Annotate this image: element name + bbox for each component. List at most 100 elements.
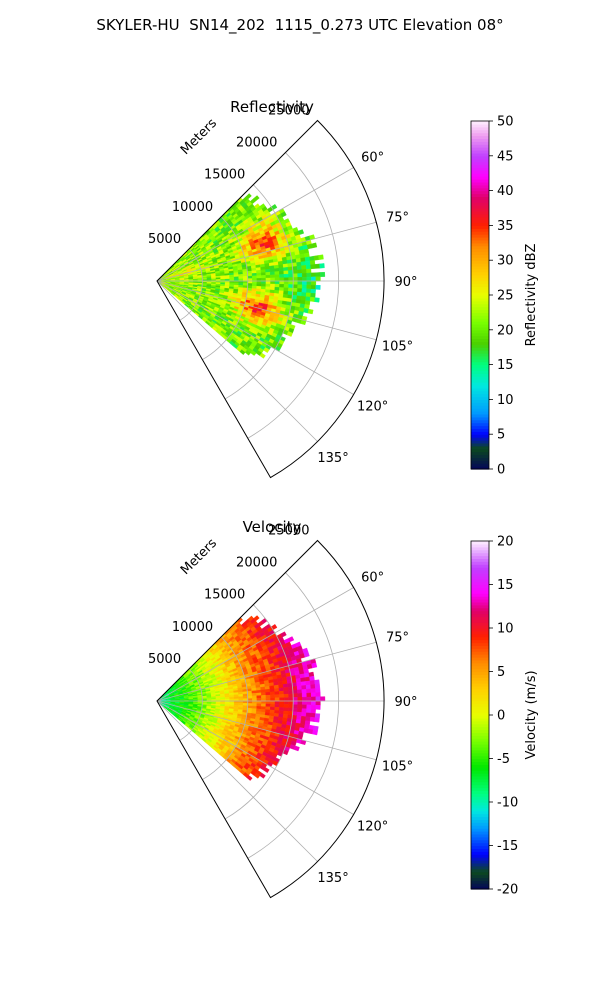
radar-cell xyxy=(238,273,244,277)
figure-title: SKYLER-HU SN14_202 1115_0.273 UTC Elevat… xyxy=(96,16,504,34)
radar-cell xyxy=(229,696,235,700)
radar-cell xyxy=(310,704,317,710)
radar-cell xyxy=(315,692,321,698)
radar-cell xyxy=(314,297,320,303)
radar-cell xyxy=(283,700,289,705)
colorbar-swatch xyxy=(471,263,489,267)
radar-cell xyxy=(315,700,321,706)
radar-cell xyxy=(301,272,308,278)
range-ring xyxy=(224,184,294,400)
range-tick-label: 15000 xyxy=(204,588,245,603)
colorbar-swatch xyxy=(471,141,489,145)
radar-cell xyxy=(279,703,285,708)
colorbar-swatch xyxy=(471,126,489,131)
radar-cell xyxy=(288,280,294,285)
colorbar: 0 5 10 15 20 25 30 35 40 45 50 Reflectivity dBZ xyxy=(470,115,539,478)
radar-cell xyxy=(278,287,285,292)
radar-cell xyxy=(274,700,280,705)
radar-cell xyxy=(301,712,307,717)
radar-cell xyxy=(261,697,267,702)
colorbar-tick-label: -20 xyxy=(497,883,518,898)
azimuth-tick-label: 60° xyxy=(361,571,384,586)
colorbar-swatch xyxy=(471,268,489,273)
colorbar-swatch xyxy=(471,428,489,432)
radar-cell xyxy=(310,288,316,294)
radar-cell xyxy=(233,696,239,700)
colorbar-tick-label: 20 xyxy=(497,323,514,338)
radar-cell xyxy=(301,288,307,294)
colorbar-swatch xyxy=(471,422,489,427)
radar-cell xyxy=(310,284,317,290)
range-tick-label: 5000 xyxy=(148,232,181,247)
radar-cell xyxy=(270,703,276,708)
radar-cell xyxy=(239,349,246,355)
radar-cell xyxy=(314,683,321,689)
radar-cell xyxy=(287,686,294,691)
colorbar-swatch xyxy=(471,390,489,395)
radar-cell xyxy=(270,277,276,282)
radar-cell xyxy=(297,696,303,702)
radar-cell xyxy=(293,700,298,705)
radar-cell xyxy=(251,272,257,277)
colorbar: -20 -15 -10 -5 0 5 10 15 20 Velocity (m/s) xyxy=(470,535,539,898)
radar-cell xyxy=(279,277,285,282)
radar-cell xyxy=(274,691,280,696)
radar-cell xyxy=(270,700,276,705)
colorbar-swatch xyxy=(471,541,489,545)
colorbar-swatch xyxy=(471,271,489,276)
radar-cell xyxy=(312,729,318,736)
radar-cell xyxy=(304,256,311,262)
colorbar-swatch xyxy=(471,353,489,357)
azimuth-gridline xyxy=(156,280,377,341)
radar-cell xyxy=(314,679,320,685)
radar-cell xyxy=(305,260,311,266)
colorbar-swatch xyxy=(471,326,489,331)
colorbar-swatch xyxy=(471,135,489,139)
radar-cell xyxy=(286,331,293,337)
radar-cell xyxy=(296,685,303,691)
colorbar-swatch xyxy=(471,309,489,313)
radar-cell xyxy=(297,288,303,293)
colorbar-swatch xyxy=(471,442,489,447)
radar-cell xyxy=(287,262,293,268)
radar-cell xyxy=(261,695,267,699)
range-tick-label: 20000 xyxy=(236,136,277,151)
radar-cell xyxy=(296,261,302,267)
colorbar-swatch xyxy=(471,303,489,308)
colorbar-swatch xyxy=(471,315,489,319)
radar-cell xyxy=(270,697,276,702)
radar-cell xyxy=(292,693,298,698)
radar-cell xyxy=(283,273,289,278)
radar-cell xyxy=(265,274,271,279)
radar-cell xyxy=(287,266,294,271)
radar-cell xyxy=(297,269,303,274)
radar-cell xyxy=(306,700,312,706)
radar-cell xyxy=(297,276,303,282)
colorbar-tick-label: 5 xyxy=(497,428,505,443)
colorbar-swatch xyxy=(471,242,489,247)
colorbar-swatch xyxy=(471,231,489,235)
colorbar-label: Reflectivity dBZ xyxy=(524,244,539,347)
radar-cell xyxy=(279,274,285,279)
radar-cell xyxy=(261,280,267,285)
radar-cell xyxy=(283,277,289,282)
radar-cell xyxy=(315,704,321,710)
colorbar-tick-label: -15 xyxy=(497,839,518,854)
radar-cell xyxy=(247,695,253,699)
colorbar-swatch xyxy=(471,225,489,229)
radar-cell xyxy=(306,708,312,714)
radar-cell xyxy=(251,275,258,279)
radar-cell xyxy=(274,274,280,279)
radar-cell xyxy=(296,711,303,717)
radar-cell xyxy=(301,685,307,690)
radar-cell xyxy=(306,704,312,710)
colorbar-swatch xyxy=(471,144,489,148)
colorbar-swatch xyxy=(471,254,489,258)
radar-cell xyxy=(296,265,303,271)
range-tick-label: 25000 xyxy=(268,103,309,118)
radar-cell xyxy=(274,697,280,702)
colorbar-tick-label: 40 xyxy=(497,184,514,199)
colorbar-swatch xyxy=(471,329,489,334)
radar-cell xyxy=(242,275,249,279)
radar-cell xyxy=(247,273,253,277)
